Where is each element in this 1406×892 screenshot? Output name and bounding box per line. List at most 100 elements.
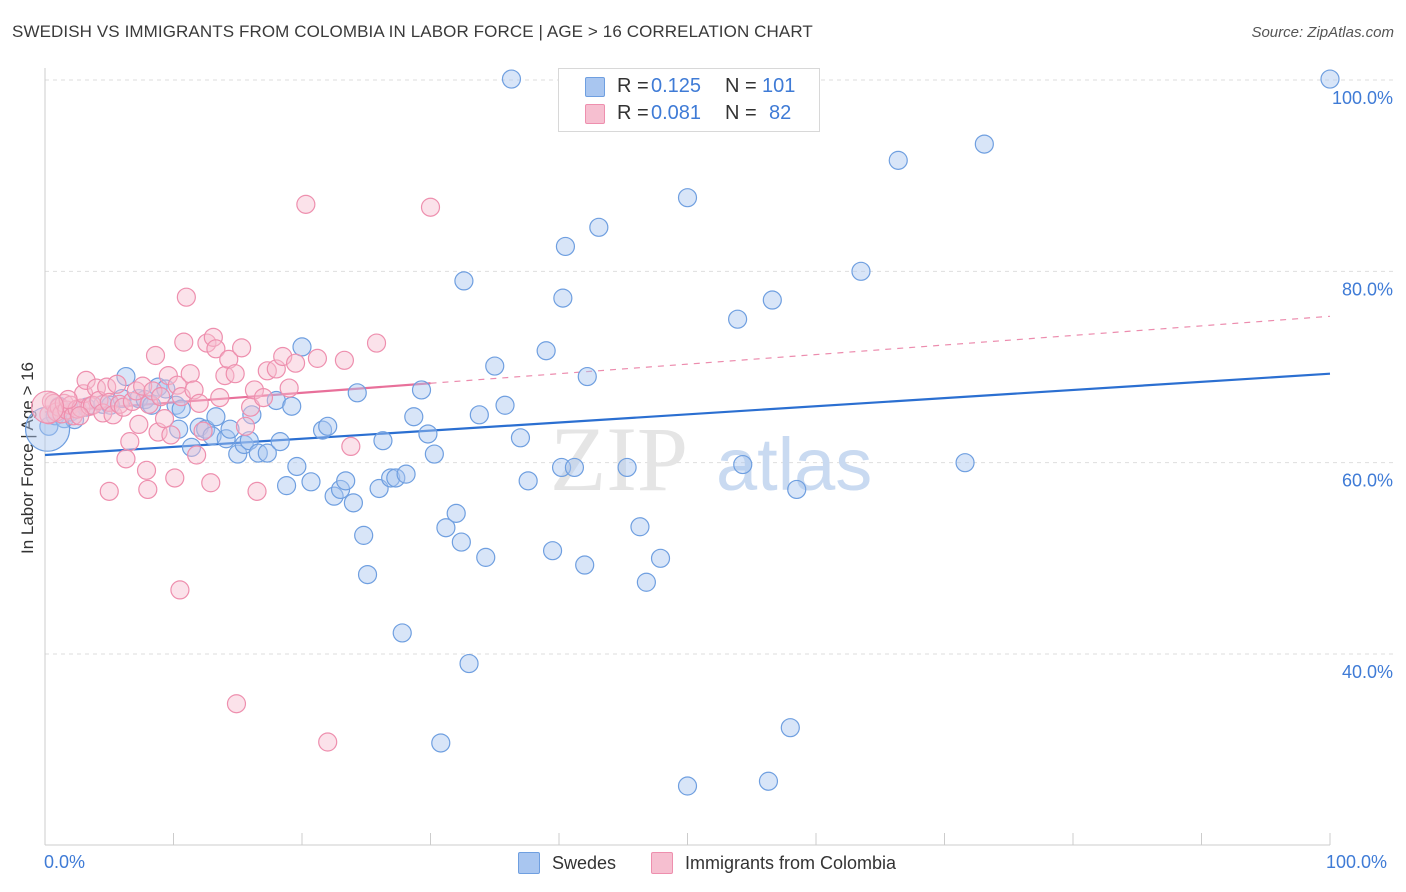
- swedes-point-60: [446, 503, 466, 523]
- swedes-point-71: [536, 341, 556, 361]
- colombia-point-25: [116, 449, 136, 469]
- swedes-point-93: [888, 150, 908, 170]
- colombia-point-30: [133, 376, 153, 396]
- colombia-trend: [44, 315, 1331, 414]
- y-tick-label-80: 80.0%: [1342, 279, 1393, 299]
- colombia-point-54: [210, 388, 230, 408]
- swedes-point-88: [758, 771, 779, 791]
- swedes-point-95: [974, 134, 994, 154]
- swedes-point-56: [418, 424, 438, 444]
- swedes-point-70: [518, 471, 538, 491]
- pink-n-label: N =: [725, 102, 757, 124]
- colombia-point-34: [145, 345, 166, 366]
- y-tick-label-60: 60.0%: [1342, 471, 1393, 491]
- gridlines: [45, 79, 1393, 655]
- colombia-point-74: [420, 197, 441, 217]
- swedes-point-72: [542, 541, 563, 561]
- swedes-point-79: [589, 217, 609, 237]
- colombia-swatch: [585, 104, 605, 124]
- swedes-point-54: [404, 407, 424, 427]
- y-tick-labels: 100.0% 80.0% 60.0% 40.0%: [1332, 88, 1393, 682]
- swedes-point-51: [386, 468, 406, 488]
- swedes-point-50: [381, 468, 401, 488]
- swedes-point-85: [677, 188, 698, 208]
- colombia-point-44: [176, 287, 196, 307]
- swedes-point-22: [202, 426, 222, 446]
- colombia-point-13: [76, 370, 96, 390]
- swedes-point-59: [436, 518, 456, 538]
- colombia-point-40: [165, 468, 185, 488]
- colombia-point-79: [247, 481, 267, 501]
- swedes-point-44: [343, 493, 363, 513]
- swedes-trend-line: [44, 372, 1331, 457]
- swedes-point-63: [459, 653, 479, 674]
- swedes-point-62: [454, 271, 474, 291]
- colombia-point-43: [174, 332, 194, 352]
- swedes-point-24: [216, 429, 236, 449]
- axes: [44, 68, 1331, 846]
- colombia-point-22: [107, 374, 127, 394]
- swedes-point-82: [636, 572, 656, 592]
- colombia-point-49: [193, 421, 213, 441]
- chart-title: SWEDISH VS IMMIGRANTS FROM COLOMBIA IN L…: [12, 22, 813, 41]
- colombia-point-33: [143, 381, 163, 401]
- colombia-trend-extension: [430, 315, 1331, 384]
- swedes-point-49: [373, 431, 393, 451]
- swedes-point-80: [617, 457, 637, 478]
- swedes-point-84: [677, 776, 698, 796]
- colombia-point-45: [180, 364, 200, 384]
- swedes-point-29: [242, 405, 262, 425]
- colombia-point-73: [366, 333, 387, 353]
- swedes-point-91: [787, 479, 807, 500]
- swedes-point-37: [292, 337, 312, 357]
- swedes-trend: [44, 372, 1331, 457]
- colombia-point-59: [235, 416, 256, 436]
- colombia-point-67: [285, 353, 306, 373]
- x-tick-label-max: 100.0%: [1326, 852, 1388, 872]
- colombia-point-56: [219, 349, 239, 369]
- swedes-point-26: [228, 444, 248, 464]
- colombia-point-72: [341, 436, 361, 457]
- blue-r-value: 0.125: [651, 75, 702, 97]
- colombia-point-62: [253, 388, 274, 408]
- swedes-point-68: [501, 69, 522, 89]
- swedes-point-33: [270, 432, 290, 452]
- colombia-point-53: [206, 339, 226, 359]
- legend: Swedes Immigrants from Colombia: [0, 852, 1406, 878]
- swedes-point-74: [553, 288, 573, 308]
- swedes-points: [24, 69, 1340, 796]
- swedes-point-89: [762, 290, 782, 310]
- colombia-point-26: [120, 432, 140, 452]
- colombia-point-78: [226, 694, 247, 714]
- legend-label-swedes: Swedes: [552, 852, 617, 873]
- pink-r-label: R =: [617, 102, 649, 124]
- swedes-point-34: [276, 476, 297, 496]
- colombia-point-27: [122, 391, 142, 412]
- colombia-point-70: [318, 732, 338, 752]
- swedes-point-31: [257, 443, 277, 463]
- swedes-swatch: [585, 77, 605, 97]
- swedes-point-57: [424, 444, 444, 464]
- blue-n-value: 101: [762, 75, 796, 97]
- colombia-point-68: [296, 194, 316, 214]
- legend-label-colombia: Immigrants from Colombia: [685, 852, 897, 873]
- colombia-point-80: [70, 406, 90, 426]
- swedes-point-81: [630, 517, 650, 537]
- watermark-atlas: atlas: [716, 423, 872, 506]
- swedes-point-35: [282, 396, 302, 416]
- swedes-point-52: [392, 623, 412, 643]
- legend-item-swedes[interactable]: Swedes: [518, 852, 616, 874]
- swedes-point-66: [485, 356, 505, 376]
- swedes-point-78: [577, 366, 597, 387]
- colombia-point-39: [161, 425, 181, 445]
- colombia-point-58: [232, 338, 252, 358]
- legend-item-colombia[interactable]: Immigrants from Colombia: [651, 852, 896, 874]
- colombia-point-16: [86, 378, 107, 398]
- legend-swatch-colombia: [651, 852, 673, 874]
- swedes-point-77: [575, 555, 595, 575]
- colombia-point-21: [103, 405, 123, 425]
- stats-box: R = 0.125 N = 101 R = 0.081 N = 82: [558, 68, 820, 132]
- swedes-point-83: [650, 548, 671, 568]
- swedes-point-90: [780, 718, 800, 738]
- y-tick-label-40: 40.0%: [1342, 662, 1393, 682]
